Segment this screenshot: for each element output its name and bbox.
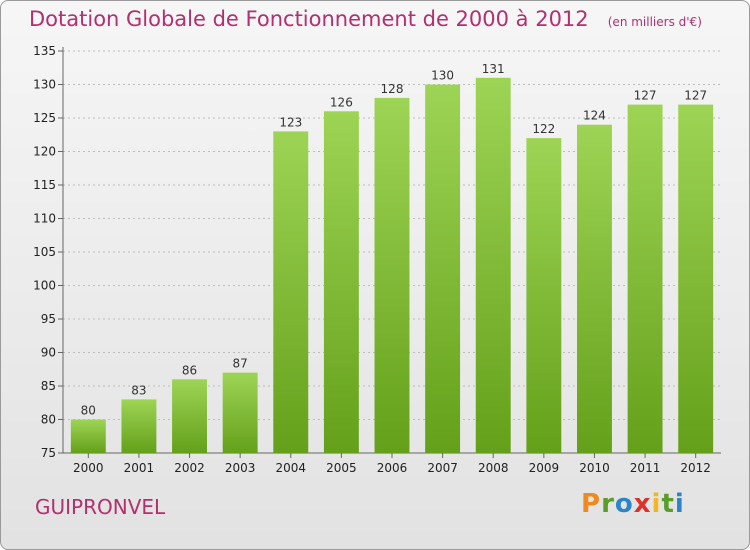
x-tick-label-2002: 2002: [174, 461, 205, 475]
data-label-2003: 87: [233, 357, 248, 371]
data-label-2008: 131: [482, 62, 505, 76]
data-label-2009: 122: [532, 122, 555, 136]
y-tick-label: 95: [41, 312, 56, 326]
x-tick-label-2008: 2008: [478, 461, 509, 475]
bar-2012: [678, 104, 714, 453]
unit-note: (en milliers d'€): [607, 15, 702, 29]
y-tick-label: 135: [33, 44, 56, 58]
data-label-2002: 86: [182, 363, 197, 377]
x-tick-label-2005: 2005: [326, 461, 357, 475]
bar-2009: [526, 138, 562, 453]
bar-2002: [172, 379, 208, 453]
y-tick-label: 90: [41, 346, 56, 360]
x-tick-label-2000: 2000: [73, 461, 104, 475]
y-tick-label: 100: [33, 279, 56, 293]
x-tick-label-2004: 2004: [275, 461, 306, 475]
bar-2000: [70, 419, 106, 453]
y-tick-label: 85: [41, 379, 56, 393]
bar-2007: [425, 84, 461, 453]
bars: [70, 77, 714, 454]
y-tick-label: 125: [33, 111, 56, 125]
data-label-2001: 83: [131, 383, 146, 397]
data-label-2000: 80: [81, 404, 96, 418]
y-tick-label: 110: [33, 212, 56, 226]
x-tick-label-2006: 2006: [377, 461, 408, 475]
commune-name: GUIPRONVEL: [35, 495, 166, 519]
x-tick-label-2012: 2012: [680, 461, 711, 475]
bar-2008: [475, 77, 511, 454]
data-label-2011: 127: [634, 89, 657, 103]
bar-2006: [374, 97, 410, 454]
data-label-2004: 123: [279, 115, 302, 129]
data-label-2010: 124: [583, 109, 606, 123]
data-label-2007: 130: [431, 69, 454, 83]
proxiti-logo: Proxiti: [581, 489, 685, 519]
y-tick-label: 105: [33, 245, 56, 259]
bar-2005: [323, 111, 359, 454]
y-tick-label: 130: [33, 78, 56, 92]
data-label-2006: 128: [381, 82, 404, 96]
y-tick-label: 120: [33, 145, 56, 159]
data-label-2012: 127: [684, 89, 707, 103]
title-text: Dotation Globale de Fonctionnement de 20…: [29, 7, 589, 31]
x-tick-label-2009: 2009: [529, 461, 560, 475]
x-tick-label-2003: 2003: [225, 461, 256, 475]
x-tick-label-2007: 2007: [427, 461, 458, 475]
bar-2004: [273, 131, 309, 453]
data-label-2005: 126: [330, 95, 353, 109]
bar-2003: [222, 372, 258, 453]
bar-2010: [576, 124, 612, 453]
x-tick-label-2011: 2011: [630, 461, 661, 475]
bar-2011: [627, 104, 663, 453]
y-tick-label: 75: [41, 446, 56, 460]
bar-2001: [121, 399, 157, 453]
y-tick-label: 115: [33, 178, 56, 192]
x-tick-label-2010: 2010: [579, 461, 610, 475]
labels: 75 80 85 90 95 100 105 110 115 120 125 130 135 80 2000…: [33, 44, 711, 475]
x-tick-label-2001: 2001: [124, 461, 155, 475]
y-tick-label: 80: [41, 413, 56, 427]
chart-title: Dotation Globale de Fonctionnement de 20…: [29, 7, 702, 31]
